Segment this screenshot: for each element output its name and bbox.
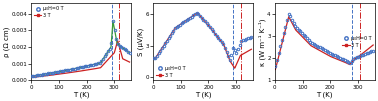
Legend: μ₀H=0 T, 3 T: μ₀H=0 T, 3 T: [342, 36, 372, 48]
Y-axis label: S (μV/K): S (μV/K): [138, 28, 144, 56]
Y-axis label: ρ (Ω cm): ρ (Ω cm): [3, 27, 10, 57]
X-axis label: T (K): T (K): [73, 91, 89, 98]
Y-axis label: κ (W m⁻¹ K⁻¹): κ (W m⁻¹ K⁻¹): [258, 18, 266, 66]
Legend: μ₀H=0 T, 3 T: μ₀H=0 T, 3 T: [34, 6, 64, 18]
Legend: μ₀H=0 T, 3 T: μ₀H=0 T, 3 T: [155, 66, 186, 78]
X-axis label: T (K): T (K): [316, 91, 333, 98]
X-axis label: T (K): T (K): [195, 91, 211, 98]
